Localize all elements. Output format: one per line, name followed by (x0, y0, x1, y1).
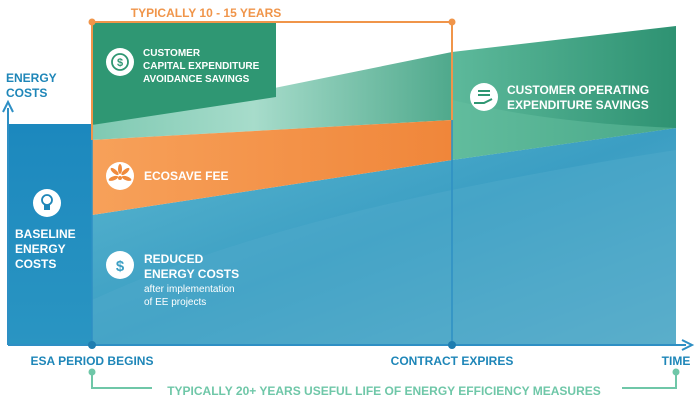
reduced-sublabel-line2: of EE projects (144, 297, 206, 308)
y-axis-arrow (2, 99, 14, 113)
y-axis-label-line2: COSTS (6, 86, 47, 100)
baseline-label-line2: ENERGY (15, 242, 66, 256)
dollar-cycle-icon: $ (106, 48, 134, 76)
capex-avoidance-region (92, 22, 276, 125)
contract-label-bg (120, 4, 320, 20)
reduced-sublabel-line1: after implementation (144, 284, 235, 295)
x-axis-label: TIME (662, 354, 691, 368)
reduced-label-line2: ENERGY COSTS (144, 267, 239, 281)
contract-bracket-dot-left (88, 18, 96, 26)
ecosave-fee-region (92, 120, 452, 215)
cash-hand-icon (470, 83, 498, 111)
contract-period-label: TYPICALLY 10 - 15 YEARS (131, 6, 282, 20)
contract-expires-label: CONTRACT EXPIRES (391, 354, 514, 368)
baseline-label-line3: COSTS (15, 257, 56, 271)
y-axis-label-line1: ENERGY (6, 71, 57, 85)
x-axis-arrow (681, 339, 695, 351)
baseline-label-line1: BASELINE (15, 227, 76, 241)
opex-highlight (452, 100, 676, 160)
capex-label-line2: CAPITAL EXPENDITURE (143, 61, 260, 72)
ecosave-fee-label: ECOSAVE FEE (144, 169, 228, 183)
contract-expires-dot (448, 341, 456, 349)
esa-start-label: ESA PERIOD BEGINS (31, 354, 154, 368)
useful-life-dot-right (672, 368, 680, 376)
lightbulb-icon (33, 189, 61, 217)
contract-period-bracket (91, 21, 453, 140)
opex-label-line2: EXPENDITURE SAVINGS (507, 98, 649, 112)
esa-start-dot (88, 341, 96, 349)
useful-life-dot-left (88, 368, 96, 376)
svg-text:$: $ (116, 258, 125, 275)
opex-label-line1: CUSTOMER OPERATING (507, 83, 649, 97)
reduced-label-line1: REDUCED (144, 252, 204, 266)
reduced-energy-highlight (92, 150, 676, 345)
leaf-flower-icon (106, 162, 134, 190)
useful-life-label-bg (152, 381, 622, 397)
baseline-costs-region (8, 124, 92, 345)
capex-label-line3: AVOIDANCE SAVINGS (143, 74, 250, 85)
dollar-sign-icon: $ (106, 251, 134, 279)
useful-life-label: TYPICALLY 20+ YEARS USEFUL LIFE OF ENERG… (167, 384, 601, 398)
svg-text:$: $ (117, 57, 123, 69)
contract-bracket-dot-right (448, 18, 456, 26)
capex-label-line1: CUSTOMER (143, 48, 201, 59)
